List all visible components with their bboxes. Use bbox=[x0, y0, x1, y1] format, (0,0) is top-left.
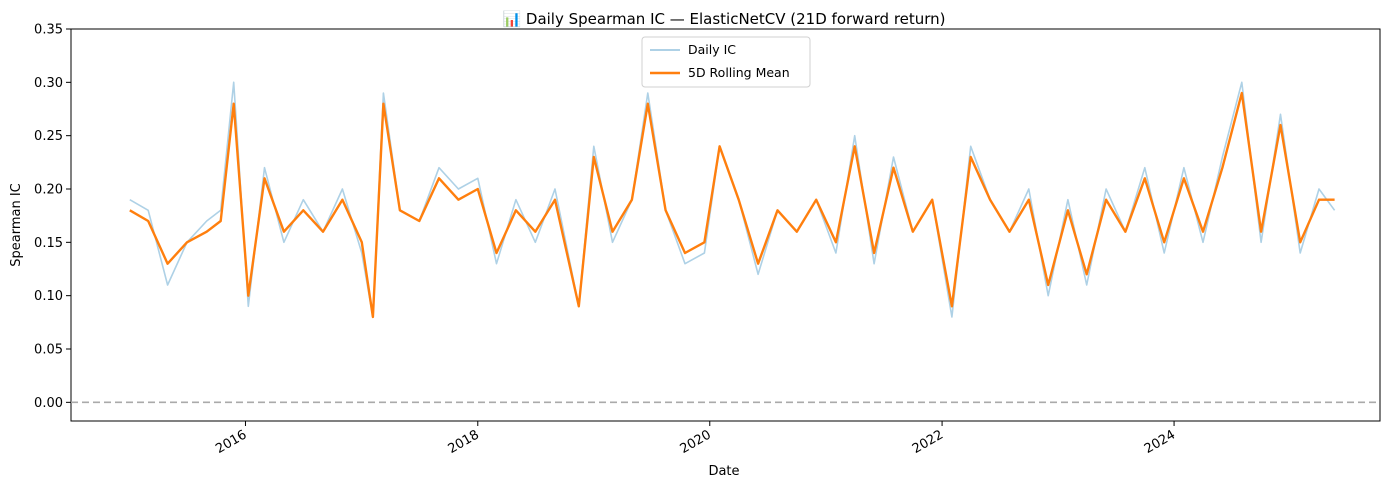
series-layer bbox=[129, 81, 1336, 319]
y-tick-label: 0.30 bbox=[34, 76, 63, 91]
y-tick-label: 0.10 bbox=[34, 289, 63, 304]
x-axis-ticks: 2016 2018 2020 2022 2024 bbox=[213, 421, 1178, 457]
y-tick-label: 0.05 bbox=[34, 343, 63, 358]
x-axis-label: Date bbox=[708, 464, 739, 479]
x-tick-label: 2024 bbox=[1142, 427, 1178, 457]
x-tick-label: 2020 bbox=[678, 427, 714, 457]
series-line-rolling-mean bbox=[129, 91, 1335, 319]
legend-label-rolling-mean: 5D Rolling Mean bbox=[688, 65, 790, 80]
legend: Daily IC 5D Rolling Mean bbox=[641, 36, 811, 88]
y-axis-label: Spearman IC bbox=[9, 183, 24, 267]
y-tick-label: 0.00 bbox=[34, 396, 63, 411]
x-tick-label: 2018 bbox=[446, 427, 482, 457]
y-tick-label: 0.25 bbox=[34, 129, 63, 144]
x-tick-label: 2022 bbox=[910, 427, 946, 457]
y-tick-label: 0.35 bbox=[34, 23, 63, 38]
y-tick-label: 0.20 bbox=[34, 183, 63, 198]
y-tick-label: 0.15 bbox=[34, 236, 63, 251]
plot-frame bbox=[70, 28, 1381, 422]
legend-label-daily-ic: Daily IC bbox=[688, 42, 736, 57]
legend-box bbox=[641, 36, 811, 88]
chart-title: 📊 Daily Spearman IC — ElasticNetCV (21D … bbox=[502, 10, 945, 28]
series-line-daily-ic bbox=[129, 81, 1336, 318]
y-axis-ticks: 0.00 0.05 0.10 0.15 0.20 0.25 0.30 0.35 bbox=[34, 23, 71, 411]
x-tick-label: 2016 bbox=[213, 427, 249, 457]
